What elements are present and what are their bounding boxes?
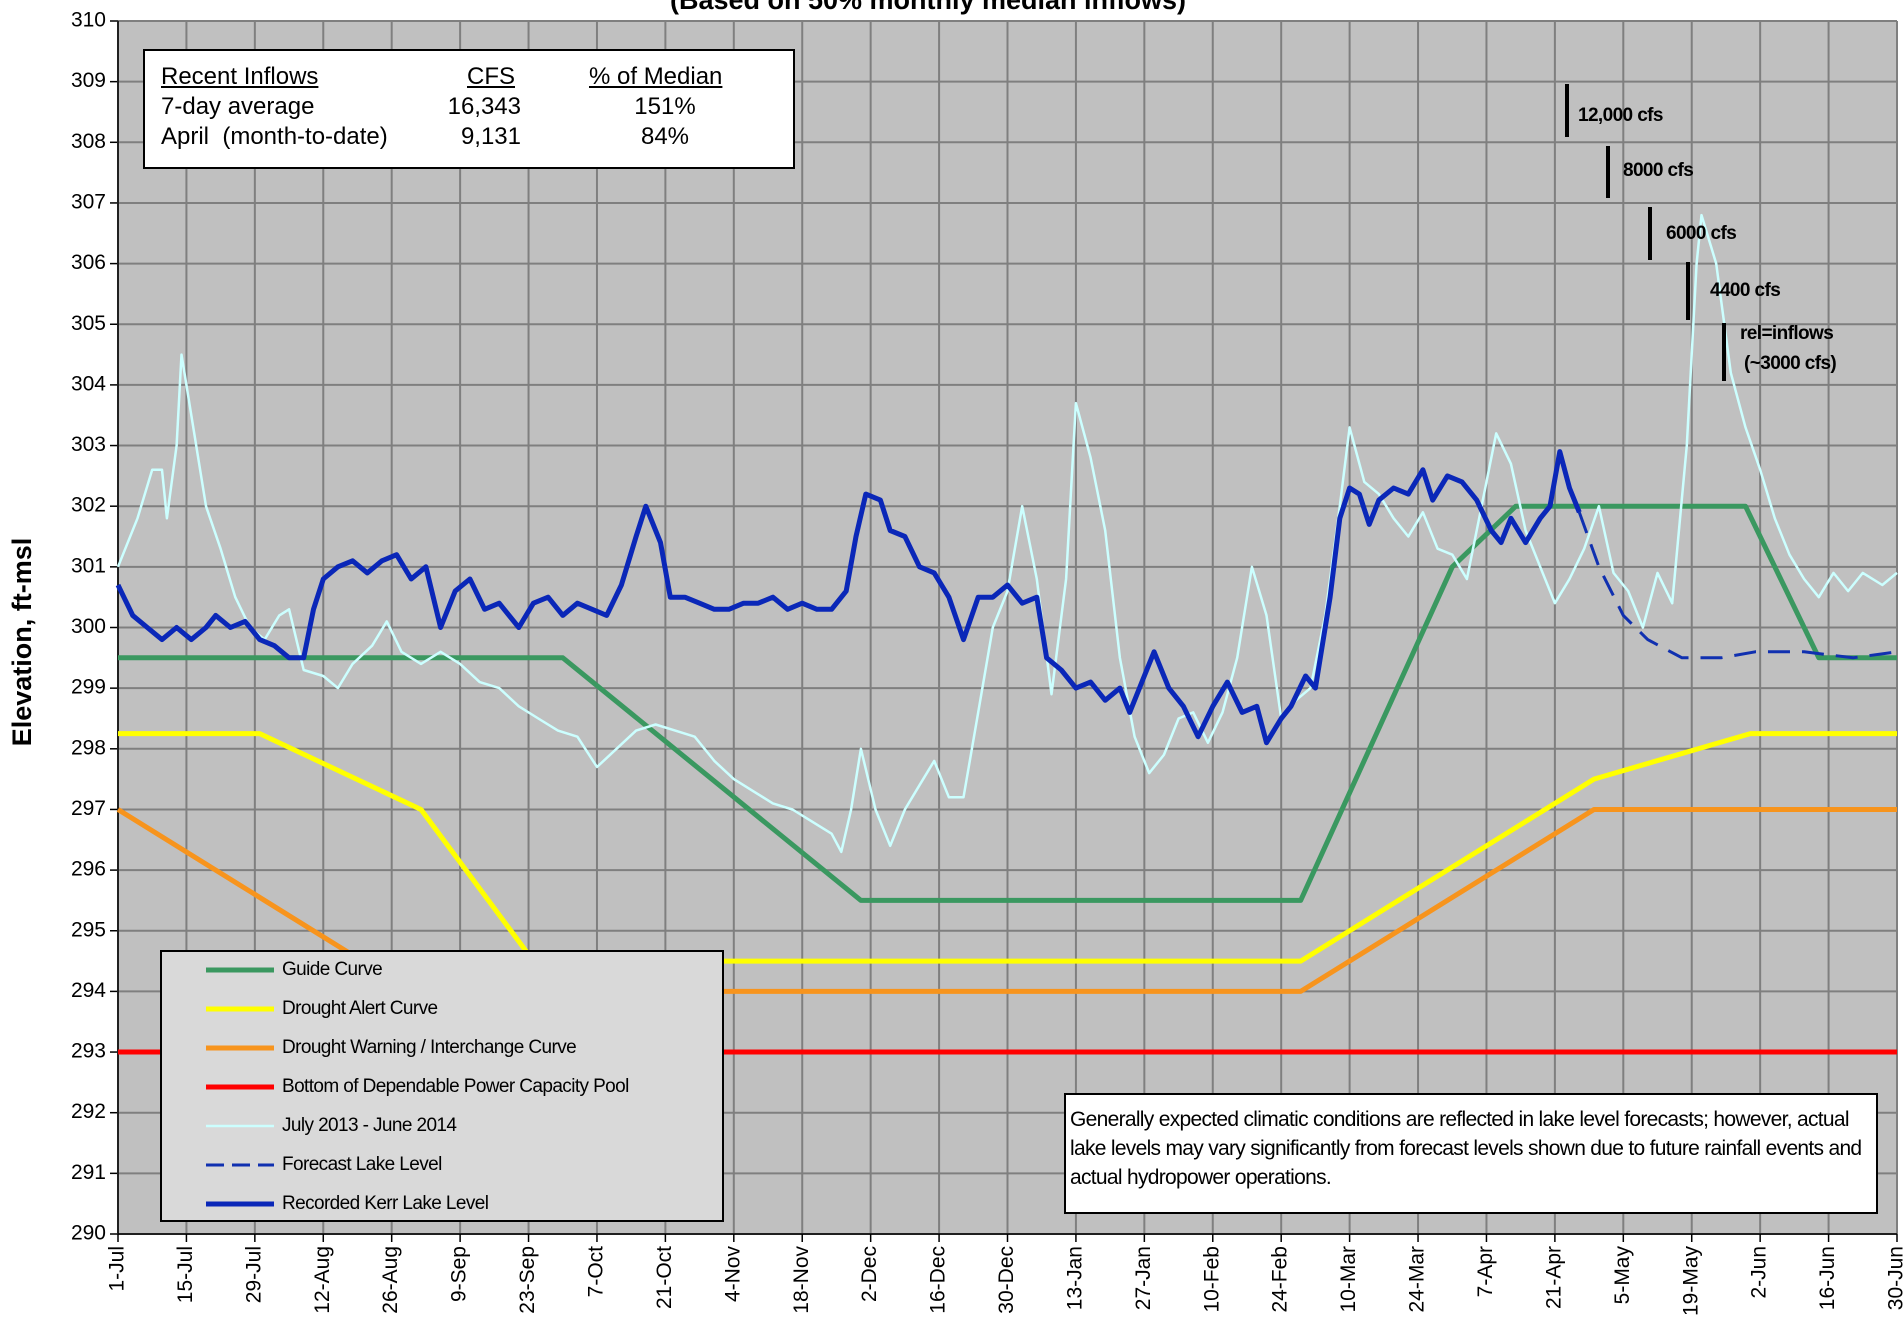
x-tick-label: 26-Aug [379, 1246, 402, 1314]
x-tick-label: 1-Jul [106, 1246, 129, 1292]
annotation: (~3000 cfs) [1744, 353, 1837, 374]
y-tick-label: 308 [71, 130, 106, 153]
table-header: Recent Inflows [161, 63, 319, 90]
y-axis-label: Elevation, ft-msl [7, 538, 37, 747]
y-tick-label: 293 [71, 1040, 106, 1063]
legend-label: Bottom of Dependable Power Capacity Pool [282, 1076, 629, 1097]
y-tick-label: 291 [71, 1161, 106, 1184]
x-tick-label: 13-Jan [1063, 1246, 1086, 1310]
x-tick-label: 5-May [1611, 1246, 1634, 1305]
x-tick-label: 2-Jun [1748, 1246, 1771, 1299]
note-box: Generally expected climatic conditions a… [1064, 1093, 1878, 1214]
x-tick-label: 15-Jul [174, 1246, 197, 1303]
annotation: 4400 cfs [1710, 280, 1781, 301]
x-tick-label: 9-Sep [448, 1246, 471, 1302]
legend-label: Drought Warning / Interchange Curve [282, 1037, 576, 1058]
table-header: % of Median [589, 63, 723, 90]
x-tick-label: 7-Apr [1474, 1246, 1497, 1297]
legend-box [160, 950, 724, 1222]
series-line [116, 807, 1897, 994]
annotation-bar [1606, 146, 1610, 198]
x-tick-label: 7-Oct [585, 1246, 608, 1298]
table-header: CFS [467, 63, 515, 90]
table-cell: 151% [634, 93, 696, 120]
table-cell: 16,343 [447, 93, 521, 120]
y-tick-label: 295 [71, 918, 106, 941]
x-tick-label: 21-Oct [653, 1246, 676, 1309]
y-tick-label: 309 [71, 69, 106, 92]
y-tick-label: 305 [71, 312, 106, 335]
annotation-bar [1648, 207, 1652, 260]
inflows-table: Recent Inflows CFS % of Median 7-day ave… [143, 49, 795, 169]
series-line [116, 213, 1898, 854]
y-tick-label: 290 [71, 1222, 106, 1245]
table-cell: 7-day average [161, 93, 315, 120]
x-tick-label: 19-May [1679, 1246, 1702, 1317]
y-tick-label: 307 [71, 190, 106, 213]
legend-label: Drought Alert Curve [282, 998, 437, 1019]
x-tick-label: 24-Feb [1269, 1246, 1292, 1313]
note-text: Generally expected climatic conditions a… [1070, 1108, 1862, 1189]
x-tick-label: 30-Jun [1885, 1246, 1903, 1310]
series-line [1577, 511, 1898, 660]
table-cell: April (month-to-date) [161, 123, 388, 150]
x-tick-label: 16-Dec [927, 1246, 950, 1314]
y-tick-label: 303 [71, 433, 106, 456]
x-tick-label: 16-Jun [1816, 1246, 1839, 1310]
chart-title: (Based on 50% monthly median inflows) [670, 0, 1186, 15]
x-tick-label: 24-Mar [1406, 1246, 1429, 1313]
legend-label: Forecast Lake Level [282, 1154, 442, 1175]
annotation: rel=inflows [1740, 323, 1834, 344]
annotation: 8000 cfs [1623, 160, 1694, 181]
y-tick-label: 294 [71, 979, 106, 1002]
x-tick-label: 23-Sep [516, 1246, 539, 1314]
y-tick-label: 300 [71, 615, 106, 638]
x-tick-label: 27-Jan [1132, 1246, 1155, 1310]
x-tick-label: 2-Dec [858, 1246, 881, 1302]
x-tick-label: 12-Aug [311, 1246, 334, 1314]
y-tick-label: 292 [71, 1100, 106, 1123]
y-tick-label: 304 [71, 372, 106, 395]
legend-label: Recorded Kerr Lake Level [282, 1193, 488, 1214]
table-cell: 84% [640, 123, 690, 150]
series-line [118, 731, 1897, 964]
legend-label: July 2013 - June 2014 [282, 1115, 457, 1136]
series-line [115, 449, 1582, 746]
x-tick-label: 10-Mar [1337, 1246, 1360, 1313]
annotation-bar [1686, 262, 1690, 320]
x-tick-label: 30-Dec [995, 1246, 1018, 1314]
y-tick-label: 297 [71, 797, 106, 820]
y-tick-label: 306 [71, 251, 106, 274]
annotation: 6000 cfs [1666, 223, 1737, 244]
annotation-bar [1565, 84, 1569, 137]
annotation-bar [1722, 323, 1726, 381]
y-tick-label: 299 [71, 676, 106, 699]
x-tick-label: 10-Feb [1200, 1246, 1223, 1313]
legend-label: Guide Curve [282, 959, 382, 980]
y-tick-label: 298 [71, 736, 106, 759]
annotation: 12,000 cfs [1578, 105, 1663, 126]
y-tick-label: 310 [71, 9, 106, 32]
series-line [118, 503, 1897, 903]
x-tick-label: 18-Nov [790, 1246, 813, 1314]
x-tick-label: 4-Nov [721, 1246, 744, 1303]
x-tick-label: 21-Apr [1542, 1246, 1565, 1309]
table-cell: 9,131 [460, 123, 521, 150]
x-tick-label: 29-Jul [242, 1246, 265, 1303]
y-tick-label: 296 [71, 858, 106, 881]
y-tick-label: 302 [71, 494, 106, 517]
y-tick-label: 301 [71, 554, 106, 577]
